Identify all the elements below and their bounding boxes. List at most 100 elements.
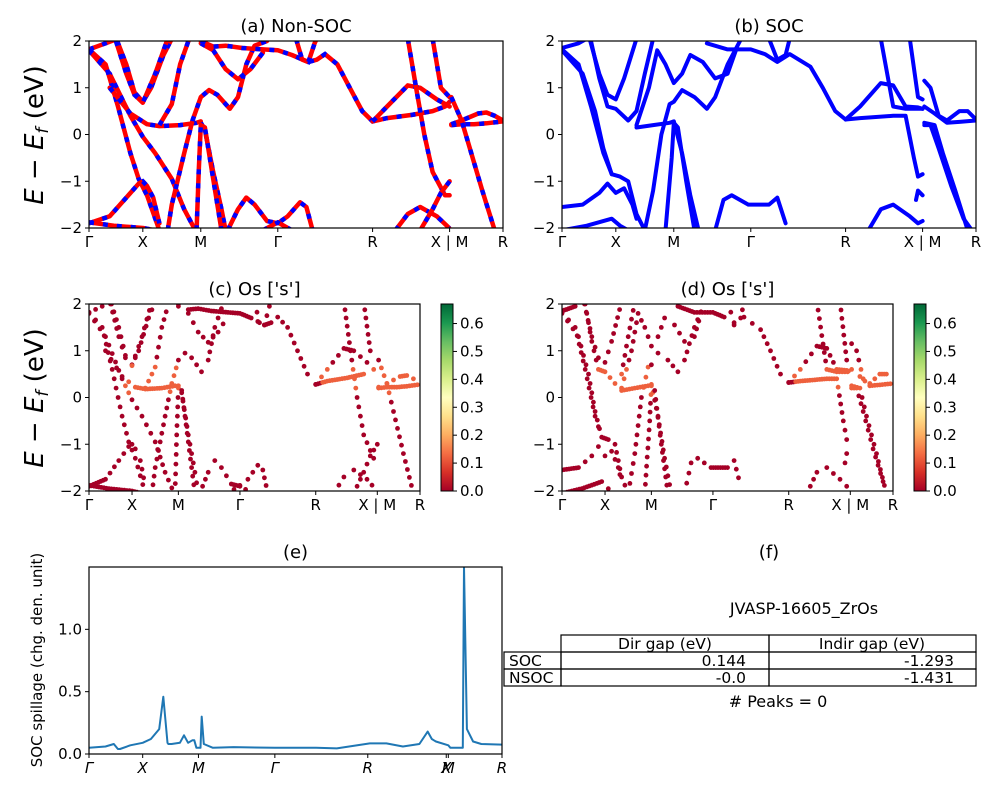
projection-point: [839, 410, 845, 415]
x-tick-label: Γ: [558, 496, 567, 514]
projection-point: [333, 490, 335, 491]
projection-point: [592, 413, 598, 419]
x-tick-label: Γ: [85, 759, 95, 777]
band-line: [562, 47, 614, 177]
projection-point: [157, 334, 163, 340]
projection-point: [807, 483, 813, 489]
projection-point: [645, 334, 651, 340]
projection-point: [191, 482, 197, 488]
projection-point: [353, 385, 359, 391]
projection-point: [574, 333, 580, 339]
axes-frame: [561, 303, 894, 492]
projection-point: [641, 385, 646, 390]
y-tick-label: −2: [60, 482, 82, 500]
projection-point: [166, 477, 171, 483]
x-tick-label: Γ: [85, 496, 94, 514]
x-tick-label: M: [192, 759, 205, 777]
projection-point: [336, 482, 342, 488]
projection-point: [642, 325, 648, 330]
projection-point: [174, 432, 180, 438]
projection-point: [596, 444, 601, 449]
projection-point: [582, 459, 588, 465]
projection-point: [823, 358, 828, 364]
projection-point: [162, 469, 168, 475]
x-tick-label: M: [442, 759, 455, 777]
projection-point: [612, 441, 618, 447]
projection-point: [367, 448, 373, 453]
band-line: [663, 120, 697, 228]
bands: [89, 41, 503, 228]
band-dash: [405, 41, 450, 198]
x-tick-label: Γ: [709, 496, 718, 514]
projection-point: [619, 385, 624, 391]
band-line: [449, 119, 503, 128]
y-tick-label: 2: [545, 295, 555, 313]
projection-point: [358, 476, 363, 482]
x-tick-label: M: [194, 233, 207, 251]
band-line: [879, 41, 925, 111]
band-line: [89, 220, 156, 228]
projection-point: [587, 329, 593, 335]
projection-point: [342, 307, 348, 313]
material-id: JVASP-16605_ZrOs: [729, 599, 878, 619]
projection-point: [578, 350, 584, 355]
projection-point: [663, 474, 669, 480]
projection-point: [731, 458, 737, 463]
projection-point: [291, 340, 297, 346]
projection-point: [161, 422, 166, 428]
projection-point: [630, 461, 636, 466]
band-line: [867, 202, 925, 228]
projection-point: [111, 376, 117, 382]
projection-point: [107, 470, 113, 476]
projection-point: [183, 422, 189, 428]
projection-point: [614, 450, 619, 455]
x-tick-label: Γ: [236, 496, 245, 514]
projection-point: [280, 319, 285, 325]
projection-point: [688, 460, 694, 466]
projection-point: [350, 367, 356, 372]
projection-point: [824, 465, 830, 470]
projection-point: [670, 363, 676, 369]
projection-point: [132, 455, 138, 461]
projection-point: [786, 380, 792, 385]
projection-point: [364, 323, 370, 329]
projection-point: [646, 436, 651, 442]
projection-point: [587, 326, 593, 331]
projection-point: [99, 304, 105, 309]
projection-point: [159, 325, 165, 330]
projection-point: [626, 357, 632, 363]
projection-point: [358, 413, 363, 419]
projection-point: [878, 471, 883, 476]
projection-point: [639, 395, 644, 400]
projection-point: [255, 462, 261, 468]
projection-point: [407, 475, 412, 480]
projection-point: [634, 320, 639, 326]
projection-point: [336, 353, 341, 358]
projection-point: [629, 316, 634, 322]
colorbar-gradient: [913, 303, 927, 492]
colorbar-tick-label: 0.6: [460, 315, 484, 333]
projection-point: [662, 315, 667, 321]
projection-point: [285, 325, 290, 330]
projection-point: [654, 406, 660, 411]
projection-point: [655, 334, 661, 340]
projection-point: [602, 453, 608, 459]
projection-point: [348, 348, 353, 354]
projection-point: [190, 473, 196, 479]
projection-point: [139, 466, 145, 472]
projection-point: [176, 357, 181, 363]
projection-point: [677, 330, 682, 336]
band-dash: [199, 41, 452, 124]
projection-point: [672, 322, 677, 328]
x-tick-label: R: [311, 496, 321, 514]
x-tick-label: X: [137, 759, 149, 777]
band-dash: [430, 41, 452, 99]
projection-point: [399, 442, 404, 448]
projection-point: [630, 308, 636, 313]
projection-point: [624, 367, 629, 372]
band-line: [922, 120, 970, 228]
projection-point: [93, 307, 98, 312]
projection-point: [630, 339, 636, 344]
band-line: [562, 181, 639, 221]
